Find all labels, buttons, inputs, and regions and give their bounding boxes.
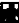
Text: Example B$_8$  Modified With 1000 PPM Hexadiene  52.5% Inherent Drag: Example B$_8$ Modified With 1000 PPM Hex… xyxy=(4,7,19,23)
Text: Example A$_2$  Control  54.9% Inherent Drag: Example A$_2$ Control 54.9% Inherent Dra… xyxy=(4,6,19,23)
Text: Example B$_{11}$  Modified With 1000 PPM Hexadiene  47.1% Inherent Drag: Example B$_{11}$ Modified With 1000 PPM … xyxy=(4,11,19,23)
Text: Example A$_1$  Control  58.5% Inherent Drag: Example A$_1$ Control 58.5% Inherent Dra… xyxy=(4,5,19,23)
Text: Example B$_{10}$  Modified With 1000 PPM  Hexadiene  47.5% Inherent Drag: Example B$_{10}$ Modified With 1000 PPM … xyxy=(4,9,19,23)
Text: Example B$_9$  Modified With 1000 PPM Hexadiene  47.1% Inherent Drag: Example B$_9$ Modified With 1000 PPM Hex… xyxy=(4,8,19,23)
Text: vs Hexadiene Modified Polymers at 1000 Hexadiene: vs Hexadiene Modified Polymers at 1000 H… xyxy=(0,3,19,23)
Text: Kerosene Dissolution Studies of C$_6$/C$_{12}$ Polymer Controls: Kerosene Dissolution Studies of C$_6$/C$… xyxy=(0,2,19,23)
Text: FIGURE 3: FIGURE 3 xyxy=(0,1,19,23)
